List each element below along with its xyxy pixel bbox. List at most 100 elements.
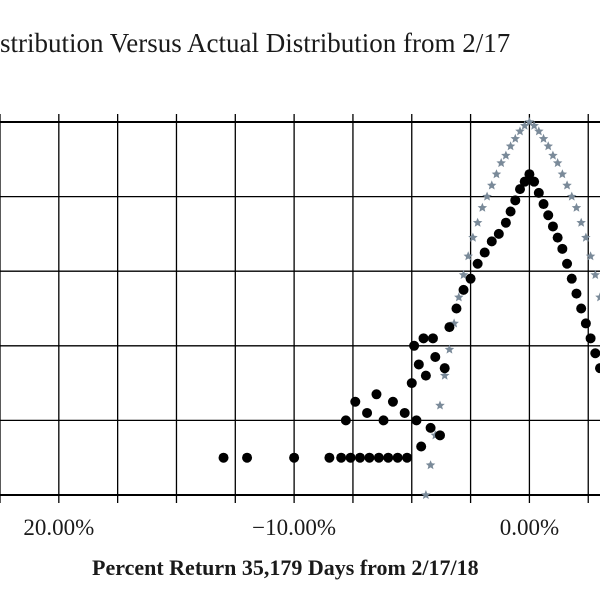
data-point-circle: [538, 199, 549, 210]
data-point-star: [421, 490, 431, 499]
data-point-circle: [420, 370, 431, 381]
data-point-circle: [500, 217, 511, 228]
data-point-circle: [411, 415, 422, 426]
data-point-circle: [547, 221, 558, 232]
data-point-circle: [465, 273, 476, 284]
data-point-circle: [585, 333, 596, 344]
data-point-star: [491, 169, 502, 179]
data-point-star: [505, 141, 516, 151]
x-tick-label: 20.00%: [23, 515, 94, 540]
data-point-star: [590, 269, 600, 279]
data-point-circle: [289, 452, 300, 463]
data-point-circle: [392, 452, 403, 463]
data-point-circle: [479, 247, 490, 258]
data-point-circle: [350, 396, 361, 407]
data-point-star: [482, 191, 492, 201]
data-point-star: [515, 126, 525, 136]
data-point-circle: [444, 322, 455, 333]
data-point-circle: [425, 422, 436, 433]
data-point-circle: [590, 348, 600, 359]
data-point-circle: [515, 184, 525, 195]
data-point-circle: [493, 228, 504, 239]
data-point-star: [454, 292, 464, 302]
data-point-circle: [458, 284, 469, 295]
data-point-star: [435, 400, 445, 410]
data-point-circle: [439, 363, 450, 374]
data-point-circle: [430, 351, 441, 362]
data-point-star: [538, 133, 549, 143]
data-point-star: [576, 217, 586, 227]
data-point-star: [440, 370, 450, 380]
data-point-star: [581, 232, 591, 242]
data-point-star: [444, 344, 455, 354]
data-point-star: [501, 150, 511, 160]
data-point-circle: [505, 206, 516, 217]
data-point-circle: [427, 333, 438, 344]
data-point-star: [510, 133, 520, 143]
data-point-star: [477, 202, 488, 212]
data-point-star: [534, 126, 544, 136]
data-point-star: [552, 158, 563, 168]
data-point-circle: [533, 187, 544, 198]
data-point-circle: [373, 452, 384, 463]
data-point-circle: [378, 415, 389, 426]
data-point-circle: [383, 452, 394, 463]
data-point-star: [543, 141, 553, 151]
data-point-circle: [552, 232, 563, 243]
data-point-star: [520, 120, 530, 130]
data-point-circle: [595, 363, 600, 374]
data-point-star: [425, 460, 436, 470]
data-point-circle: [557, 243, 568, 254]
data-point-circle: [242, 452, 253, 463]
x-axis-label: Percent Return 35,179 Days from 2/17/18: [92, 555, 479, 580]
data-point-circle: [413, 359, 424, 370]
chart-title: stribution Versus Actual Distribution fr…: [0, 28, 511, 58]
data-point-circle: [435, 430, 445, 441]
x-tick-label: −10.00%: [252, 515, 336, 540]
data-point-circle: [409, 340, 420, 351]
data-point-star: [567, 191, 577, 201]
data-point-circle: [418, 333, 429, 344]
data-point-star: [562, 180, 572, 190]
data-point-circle: [472, 258, 483, 269]
data-point-circle: [524, 169, 535, 180]
data-point-star: [458, 269, 469, 279]
data-point-star: [524, 117, 535, 126]
x-tick-label: 0.00%: [500, 515, 559, 540]
data-point-circle: [399, 407, 410, 418]
data-point-circle: [324, 452, 335, 463]
data-point-circle: [371, 389, 382, 400]
data-point-circle: [580, 318, 591, 329]
data-point-star: [548, 150, 558, 160]
data-point-circle: [362, 407, 373, 418]
data-point-circle: [562, 258, 573, 269]
data-point-circle: [566, 273, 577, 284]
data-point-star: [571, 202, 582, 212]
data-point-star: [585, 251, 596, 261]
data-point-circle: [510, 195, 521, 206]
data-point-star: [487, 180, 497, 190]
data-point-star: [468, 232, 478, 242]
data-point-circle: [529, 176, 540, 187]
data-point-circle: [336, 452, 347, 463]
data-point-circle: [416, 441, 427, 452]
data-point-star: [529, 120, 539, 130]
data-point-circle: [576, 303, 587, 314]
data-point-circle: [406, 378, 417, 389]
data-point-circle: [340, 415, 351, 426]
data-point-star: [496, 158, 506, 168]
data-point-circle: [345, 452, 356, 463]
data-point-circle: [519, 176, 530, 187]
data-point-circle: [486, 236, 497, 247]
data-point-circle: [543, 210, 554, 221]
data-point-star: [557, 169, 568, 179]
data-point-circle: [402, 452, 413, 463]
data-point-circle: [451, 303, 462, 314]
data-point-star: [463, 251, 473, 261]
data-point-circle: [571, 288, 582, 299]
data-point-star: [472, 217, 483, 227]
data-point-circle: [364, 452, 375, 463]
data-point-circle: [218, 452, 229, 463]
data-point-circle: [387, 396, 398, 407]
